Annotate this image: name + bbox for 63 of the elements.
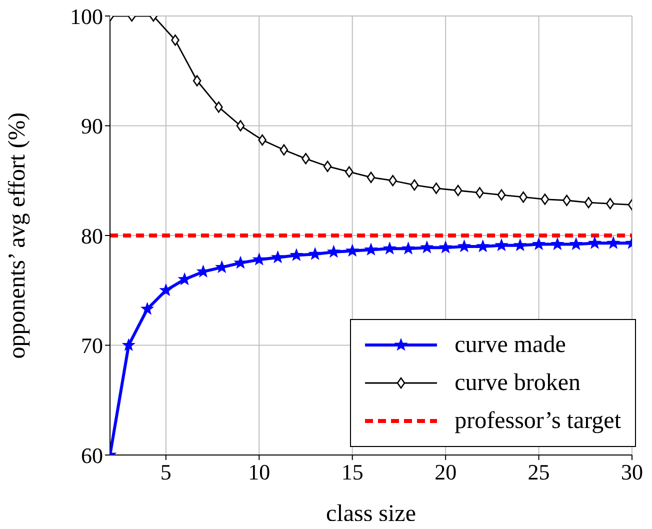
point <box>364 243 378 256</box>
x-tick-label: 20 <box>434 460 457 485</box>
point <box>171 34 180 46</box>
point <box>514 238 526 251</box>
point <box>197 265 210 277</box>
point <box>178 273 191 285</box>
point <box>366 172 376 183</box>
point <box>234 256 247 268</box>
y-axis-title: opponents’ avg effort (%) <box>4 112 31 359</box>
point <box>302 153 310 164</box>
x-axis-title: class size <box>326 501 416 527</box>
point <box>323 160 332 172</box>
point <box>607 236 620 248</box>
point <box>160 284 172 296</box>
legend-label: professor’s target <box>454 408 621 434</box>
point <box>519 191 528 203</box>
point <box>402 242 414 254</box>
x-tick-label: 10 <box>248 460 270 485</box>
legend-label: curve made <box>454 332 566 358</box>
point <box>584 196 593 208</box>
point <box>272 251 284 263</box>
x-tick-label: 5 <box>160 460 172 485</box>
point <box>606 198 614 210</box>
point <box>346 244 358 256</box>
point <box>388 174 397 186</box>
point <box>141 302 154 314</box>
point <box>454 184 462 196</box>
point <box>562 194 571 206</box>
legend-label: curve broken <box>454 370 581 396</box>
point <box>308 248 322 260</box>
point <box>192 75 202 86</box>
point <box>410 179 419 191</box>
point <box>280 144 288 156</box>
point <box>214 101 223 113</box>
y-tick-label: 80 <box>81 223 103 248</box>
point <box>345 166 354 178</box>
point <box>458 240 470 252</box>
point <box>328 246 340 258</box>
y-tick-label: 90 <box>81 114 103 139</box>
x-tick-label: 30 <box>621 460 643 485</box>
point <box>420 241 434 253</box>
y-tick-label: 100 <box>70 4 103 29</box>
point <box>439 241 452 253</box>
point <box>570 238 582 250</box>
point <box>258 134 266 146</box>
point <box>551 238 564 250</box>
point <box>540 194 550 205</box>
point <box>122 338 135 351</box>
point <box>384 242 396 254</box>
point <box>476 187 484 198</box>
x-tick-label: 15 <box>341 460 364 485</box>
point <box>497 189 506 201</box>
point <box>532 238 545 250</box>
point <box>236 120 245 132</box>
point <box>253 253 266 265</box>
y-tick-label: 70 <box>81 333 103 358</box>
point <box>432 182 440 194</box>
point <box>495 238 508 251</box>
point <box>588 236 601 248</box>
point <box>476 240 489 252</box>
point <box>290 248 303 261</box>
x-tick-label: 25 <box>528 460 550 485</box>
y-tick-label: 60 <box>81 442 103 468</box>
